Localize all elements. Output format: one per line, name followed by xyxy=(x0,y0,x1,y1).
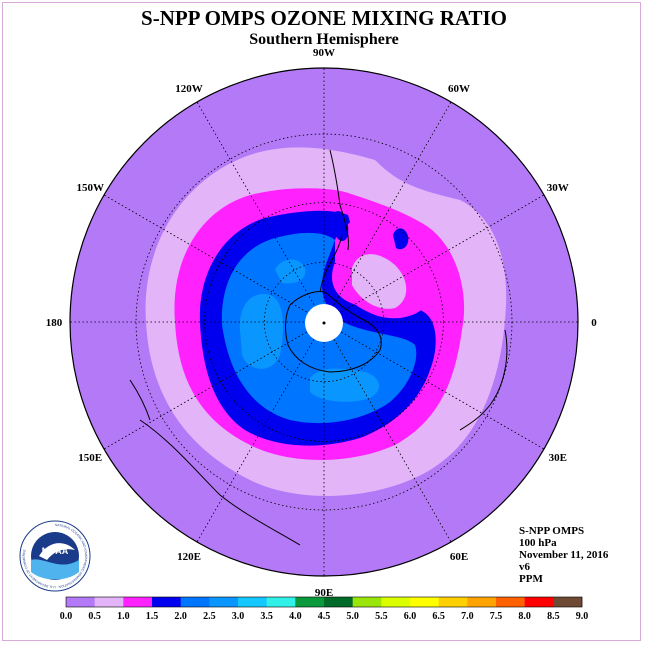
colorbar-tick-label: 1.5 xyxy=(146,611,159,622)
info-level: 100 hPa xyxy=(519,537,557,549)
field-level-1.5-2.0-spot xyxy=(393,228,409,250)
colorbar-tick-label: 5.5 xyxy=(375,611,388,622)
colorbar-swatch xyxy=(438,597,468,607)
map-boundary xyxy=(69,67,579,577)
longitude-label: 60E xyxy=(450,551,468,563)
colorbar-tick-label: 0.0 xyxy=(60,611,73,622)
colorbar-swatch xyxy=(381,597,411,607)
colorbar-tick-label: 6.5 xyxy=(432,611,445,622)
logo-bird xyxy=(39,543,75,560)
colorbar-tick-label: 7.5 xyxy=(490,611,503,622)
parallel-circle xyxy=(263,261,385,383)
colorbar-swatch xyxy=(238,597,267,607)
longitude-label: 180 xyxy=(46,317,63,329)
info-date: November 11, 2016 xyxy=(519,549,609,561)
info-panel: S-NPP OMPS 100 hPa November 11, 2016 v6 … xyxy=(519,525,608,585)
colorbar: 0.0 0.5 1.0 1.5 2.0 2.5 3.0 3.5 4.0 4.5 5.0 5.5 6.0 6… xyxy=(60,596,589,622)
colorbar-swatch xyxy=(94,597,124,607)
colorbar-tick-label: 7.0 xyxy=(461,611,474,622)
new-zealand-coast xyxy=(129,379,151,421)
colorbar-tick-label: 4.0 xyxy=(289,611,302,622)
colorbar-tick-label: 9.0 xyxy=(576,611,589,622)
colorbar-tick-label: 1.0 xyxy=(117,611,130,622)
colorbar-tick-label: 0.5 xyxy=(88,611,101,622)
longitude-label: 150W xyxy=(76,182,104,194)
logo-text: NOAA xyxy=(42,546,69,556)
colorbar-swatch xyxy=(410,597,439,607)
info-version: v6 xyxy=(519,561,530,573)
longitude-label: 150E xyxy=(78,452,102,464)
colorbar-swatch xyxy=(324,597,353,607)
colorbar-tick-label: 2.5 xyxy=(203,611,216,622)
antarctica-coast xyxy=(285,291,382,373)
coastlines xyxy=(129,149,508,546)
colorbar-tick-label: 8.5 xyxy=(547,611,560,622)
colorbar-swatch xyxy=(467,597,497,607)
colorbar-swatch xyxy=(209,597,239,607)
colorbar-tick-label: 3.0 xyxy=(232,611,245,622)
africa-coast xyxy=(459,329,508,431)
field-level-2.5-3.0-a xyxy=(239,294,283,369)
parallel-circle xyxy=(204,202,444,442)
colorbar-swatch xyxy=(496,597,525,607)
pole-marker xyxy=(322,321,326,325)
parallel-circle xyxy=(135,133,513,511)
colorbar-swatch xyxy=(524,597,554,607)
longitude-label: 120E xyxy=(177,551,201,563)
map-title: S-NPP OMPS OZONE MIXING RATIO xyxy=(141,6,507,30)
antarctic-peninsula xyxy=(319,234,343,293)
info-units: PPM xyxy=(519,573,543,585)
colorbar-swatch xyxy=(295,597,325,607)
colorbar-tick-label: 6.0 xyxy=(404,611,417,622)
colorbar-swatch xyxy=(352,597,382,607)
logo-wave xyxy=(31,559,79,580)
graticule xyxy=(70,68,578,576)
colorbar-swatch xyxy=(123,597,153,607)
colorbar-swatch xyxy=(152,597,181,607)
colorbar-swatch xyxy=(180,597,210,607)
colorbar-swatch xyxy=(266,597,296,607)
longitude-labels: 90W 60W 30W 0 30E 60E 90E 120E 150E 180 150W 120W xyxy=(46,47,598,599)
map-subtitle: Southern Hemisphere xyxy=(249,31,399,48)
south-america-coast xyxy=(329,149,349,251)
longitude-label: 0 xyxy=(591,317,597,329)
colorbar-tick-label: 3.5 xyxy=(260,611,273,622)
noaa-logo: NOAA NATIONAL OCEANIC AND ATMOSPHERIC AD… xyxy=(19,520,91,592)
colorbar-tick-label: 5.0 xyxy=(346,611,359,622)
longitude-label: 90W xyxy=(313,47,335,59)
australia-coast xyxy=(139,419,301,546)
field-level-0.5-1.0-inner xyxy=(352,254,407,309)
colorbar-tick-label: 2.0 xyxy=(174,611,187,622)
longitude-label: 30W xyxy=(547,182,569,194)
colorbar-tick-label: 4.5 xyxy=(318,611,331,622)
longitude-label: 120W xyxy=(175,83,203,95)
longitude-label: 60W xyxy=(448,83,470,95)
longitude-label: 90E xyxy=(315,587,333,599)
field-level-2.5-3.0-c xyxy=(310,368,380,402)
colorbar-swatch xyxy=(66,597,95,607)
info-instrument: S-NPP OMPS xyxy=(519,525,585,537)
field-level-1.5-2.0-spot2 xyxy=(334,211,349,242)
colorbar-frame xyxy=(65,596,583,608)
figure-frame xyxy=(2,2,641,641)
field-level-2.5-3.0-b xyxy=(275,259,306,284)
longitude-label: 30E xyxy=(549,452,567,464)
colorbar-swatch xyxy=(553,597,583,607)
colorbar-tick-label: 8.0 xyxy=(518,611,531,622)
